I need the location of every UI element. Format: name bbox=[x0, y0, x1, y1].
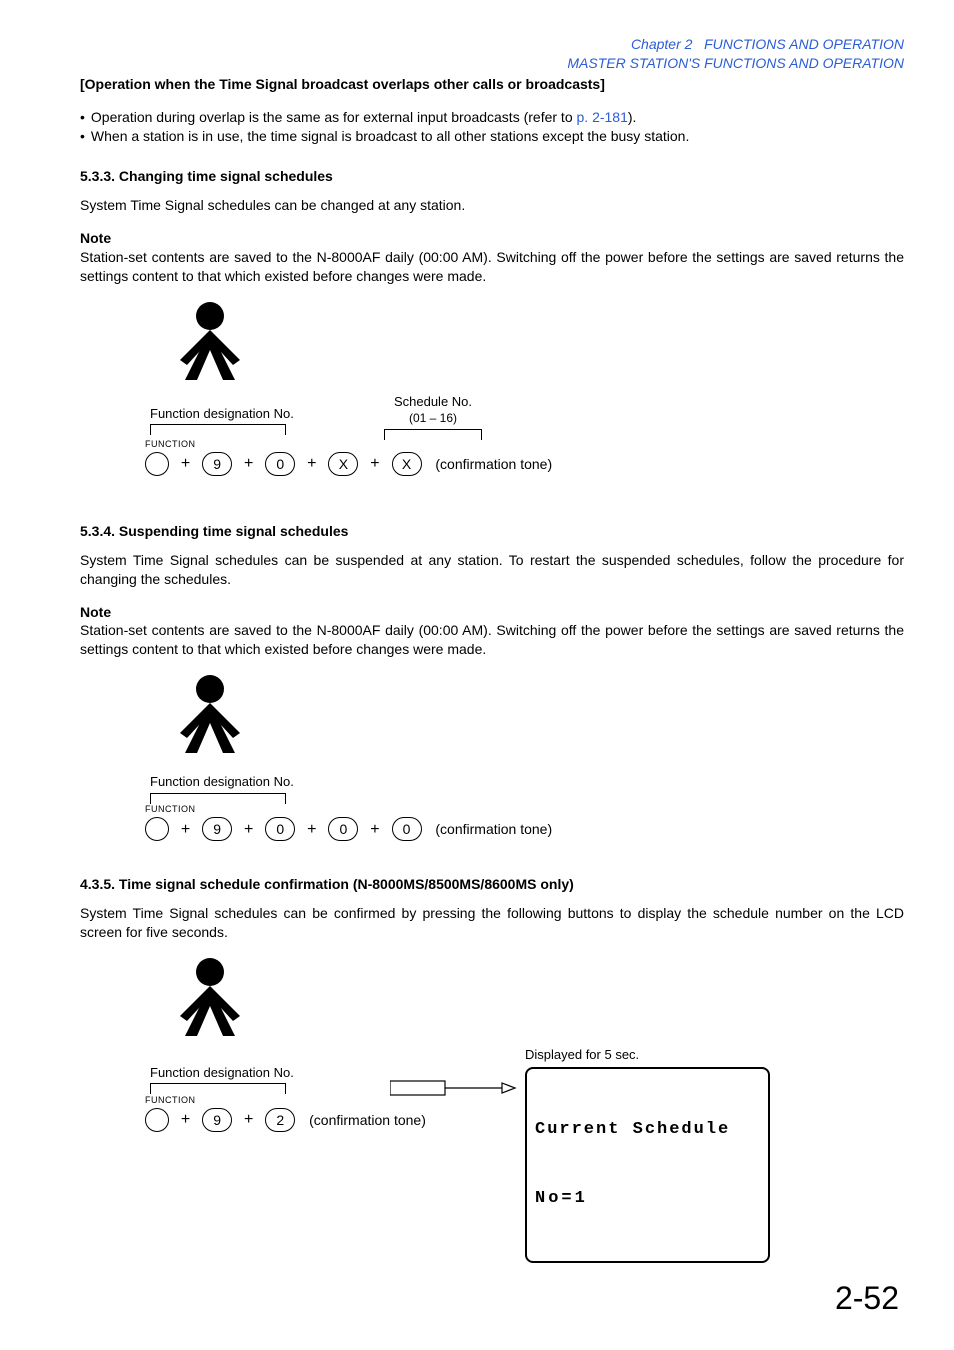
lcd-line-1: Current Schedule bbox=[535, 1119, 760, 1142]
chapter-subtitle: MASTER STATION'S FUNCTIONS AND OPERATION bbox=[567, 55, 904, 71]
section-para: System Time Signal schedules can be susp… bbox=[80, 551, 904, 589]
key-button: 9 bbox=[202, 1108, 232, 1132]
key-button: 0 bbox=[265, 452, 295, 476]
key-button: 2 bbox=[265, 1108, 295, 1132]
function-small-label: FUNCTION bbox=[145, 1094, 426, 1106]
bullet-text: When a station is in use, the time signa… bbox=[91, 128, 689, 144]
bullet-dot bbox=[80, 109, 91, 125]
person-icon bbox=[175, 956, 245, 1056]
function-key bbox=[145, 817, 169, 841]
person-icon bbox=[175, 673, 245, 773]
bullet-text: Operation during overlap is the same as … bbox=[91, 109, 577, 125]
note-label: Note bbox=[80, 229, 904, 248]
figure-534: Function designation No. FUNCTION + 9 + … bbox=[80, 673, 904, 853]
key-button: 9 bbox=[202, 452, 232, 476]
plus-icon: + bbox=[244, 453, 253, 475]
plus-icon: + bbox=[307, 819, 316, 841]
bracket-icon bbox=[150, 793, 286, 804]
figure-533: Function designation No. Schedule No. (0… bbox=[80, 300, 904, 500]
displayed-for-label: Displayed for 5 sec. bbox=[525, 1046, 770, 1064]
plus-icon: + bbox=[181, 1109, 190, 1131]
fn-designation-label: Function designation No. bbox=[150, 1064, 320, 1082]
arrow-icon bbox=[390, 1071, 520, 1111]
figure-435: Function designation No. FUNCTION + 9 + … bbox=[80, 956, 904, 1146]
overlap-heading: [Operation when the Time Signal broadcas… bbox=[80, 75, 904, 94]
key-button: X bbox=[392, 452, 422, 476]
key-button: 0 bbox=[392, 817, 422, 841]
function-key bbox=[145, 1108, 169, 1132]
section-heading-534: 5.3.4. Suspending time signal schedules bbox=[80, 522, 904, 541]
schedule-label-2: (01 – 16) bbox=[363, 410, 503, 426]
section-para: System Time Signal schedules can be chan… bbox=[80, 196, 904, 215]
confirmation-label: (confirmation tone) bbox=[435, 455, 552, 474]
note-text: Station-set contents are saved to the N-… bbox=[80, 621, 904, 659]
plus-icon: + bbox=[370, 453, 379, 475]
key-button: 9 bbox=[202, 817, 232, 841]
bullet-item: Operation during overlap is the same as … bbox=[80, 108, 904, 127]
bullet-dot bbox=[80, 128, 91, 144]
page-number: 2-52 bbox=[835, 1277, 899, 1320]
chapter-title: FUNCTIONS AND OPERATION bbox=[704, 36, 904, 52]
confirmation-label: (confirmation tone) bbox=[309, 1111, 426, 1130]
section-heading-533: 5.3.3. Changing time signal schedules bbox=[80, 167, 904, 186]
page-header: Chapter 2 FUNCTIONS AND OPERATION MASTER… bbox=[80, 35, 904, 73]
key-button: 0 bbox=[265, 817, 295, 841]
chapter-ref: Chapter 2 bbox=[631, 36, 692, 52]
function-small-label: FUNCTION bbox=[145, 803, 552, 815]
bracket-icon bbox=[150, 1083, 286, 1094]
plus-icon: + bbox=[307, 453, 316, 475]
note-label: Note bbox=[80, 603, 904, 622]
plus-icon: + bbox=[181, 453, 190, 475]
confirmation-label: (confirmation tone) bbox=[435, 820, 552, 839]
note-text: Station-set contents are saved to the N-… bbox=[80, 248, 904, 286]
plus-icon: + bbox=[181, 819, 190, 841]
page-ref-link[interactable]: p. 2-181 bbox=[577, 109, 628, 125]
bullet-item: When a station is in use, the time signa… bbox=[80, 127, 904, 146]
key-button: X bbox=[328, 452, 358, 476]
lcd-line-2: No=1 bbox=[535, 1188, 760, 1211]
section-heading-435: 4.3.5. Time signal schedule confirmation… bbox=[80, 875, 904, 894]
bracket-icon bbox=[150, 424, 286, 435]
key-button: 0 bbox=[328, 817, 358, 841]
fn-designation-label: Function designation No. bbox=[150, 773, 320, 791]
function-small-label: FUNCTION bbox=[145, 438, 552, 450]
fn-designation-label: Function designation No. bbox=[150, 405, 320, 423]
schedule-label-1: Schedule No. bbox=[363, 393, 503, 411]
plus-icon: + bbox=[244, 819, 253, 841]
function-key bbox=[145, 452, 169, 476]
section-para: System Time Signal schedules can be conf… bbox=[80, 904, 904, 942]
bullet-list: Operation during overlap is the same as … bbox=[80, 108, 904, 146]
bullet-text-post: ). bbox=[628, 109, 637, 125]
lcd-display: Current Schedule No=1 bbox=[525, 1067, 770, 1263]
plus-icon: + bbox=[370, 819, 379, 841]
plus-icon: + bbox=[244, 1109, 253, 1131]
page: Chapter 2 FUNCTIONS AND OPERATION MASTER… bbox=[0, 0, 954, 1350]
person-icon bbox=[175, 300, 245, 400]
